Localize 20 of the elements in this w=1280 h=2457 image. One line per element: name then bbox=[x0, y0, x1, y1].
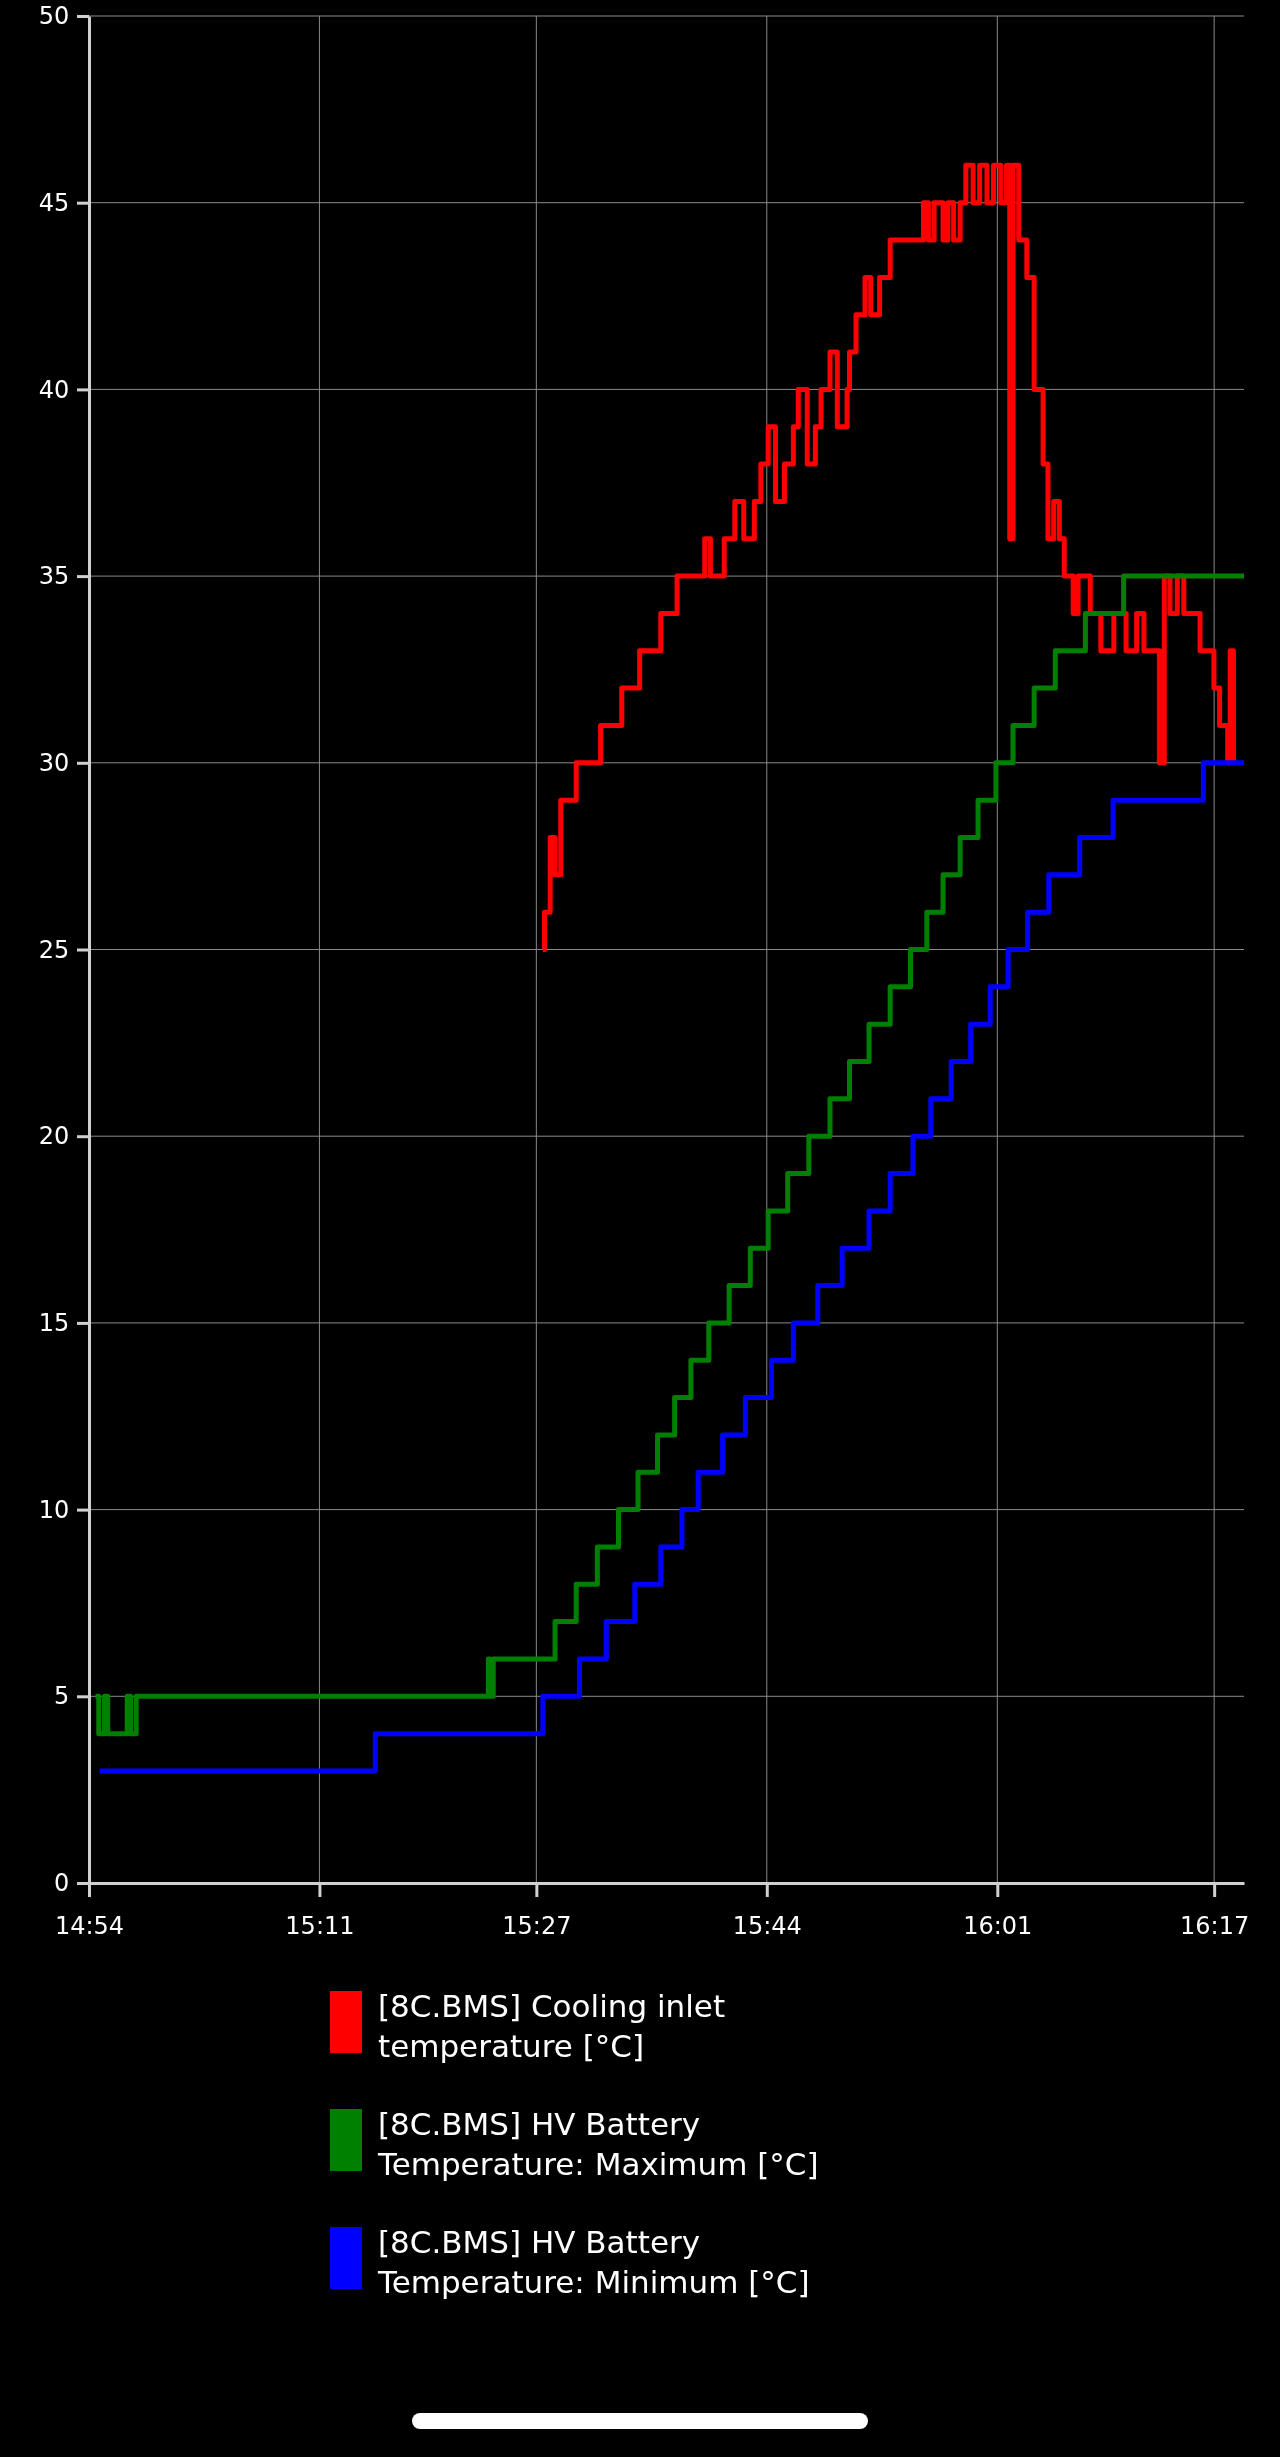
y-tick-label: 40 bbox=[38, 375, 70, 404]
y-tick-label: 15 bbox=[38, 1309, 70, 1338]
y-tick-label: 50 bbox=[38, 2, 70, 31]
y-tick-label: 20 bbox=[38, 1122, 70, 1151]
y-tick-label: 30 bbox=[38, 748, 70, 777]
x-tick-label: 15:44 bbox=[732, 1911, 802, 1940]
y-tick-label: 10 bbox=[38, 1495, 70, 1524]
y-tick-label: 5 bbox=[53, 1682, 70, 1711]
x-tick-label: 15:27 bbox=[502, 1911, 572, 1940]
y-tick-label: 35 bbox=[38, 562, 70, 591]
x-tick-label: 16:17 bbox=[1180, 1911, 1250, 1940]
x-tick-label: 14:54 bbox=[54, 1911, 125, 1940]
y-tick-label: 25 bbox=[38, 935, 70, 964]
legend-label: [8C.BMS] HV Battery Temperature: Minimum [°C] bbox=[377, 2224, 810, 2300]
y-tick-label: 45 bbox=[38, 188, 70, 217]
x-tick-label: 16:01 bbox=[963, 1911, 1033, 1940]
y-tick-label: 0 bbox=[53, 1869, 70, 1898]
legend-label: [8C.BMS] Cooling inlet temperature [°C] bbox=[378, 1988, 726, 2064]
x-tick-label: 15:11 bbox=[285, 1911, 355, 1940]
legend-label: [8C.BMS] HV Battery Temperature: Maximum [°C] bbox=[377, 2106, 819, 2182]
